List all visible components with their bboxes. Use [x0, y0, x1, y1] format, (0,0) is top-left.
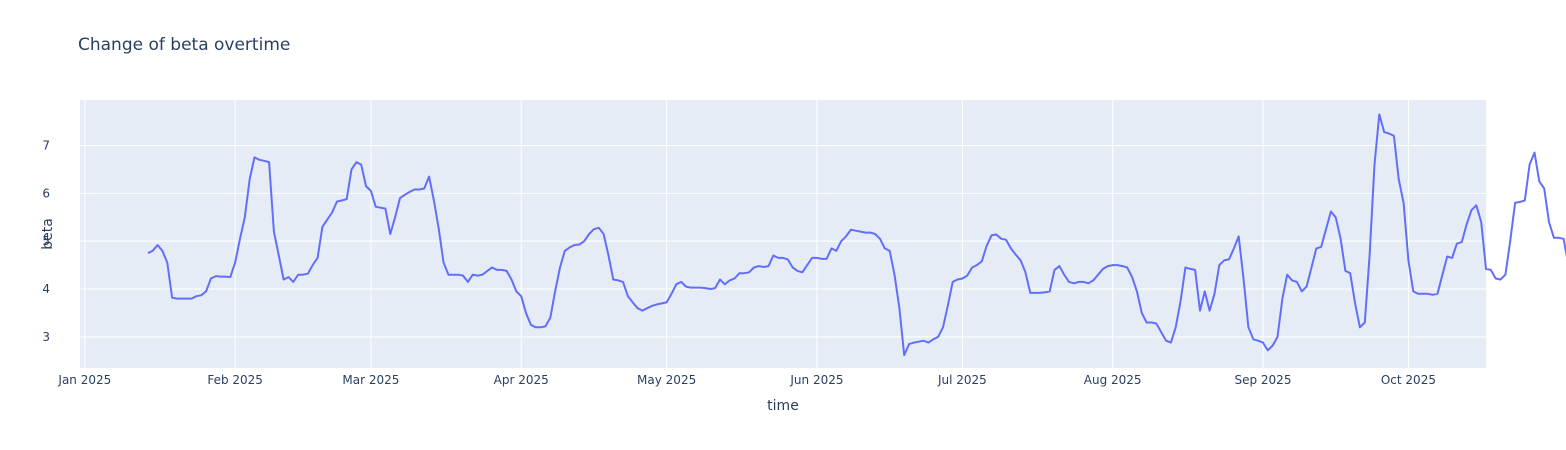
y-tick-label: 5	[42, 234, 50, 248]
x-tick-label: May 2025	[637, 373, 696, 387]
y-grid	[80, 144, 1486, 338]
x-tick-label: Apr 2025	[494, 373, 549, 387]
y-tick-label: 6	[42, 186, 50, 200]
y-tick-label: 4	[42, 282, 50, 296]
x-tick-label: Jun 2025	[789, 373, 843, 387]
y-tick-labels: 3 4 5 6 7	[42, 138, 50, 343]
y-tick-label: 7	[42, 138, 50, 152]
x-tick-label: Jan 2025	[57, 373, 111, 387]
y-tick-label: 3	[42, 330, 50, 344]
chart-title: Change of beta overtime	[78, 35, 290, 55]
x-grid	[84, 100, 1409, 368]
x-tick-label: Mar 2025	[342, 373, 399, 387]
x-tick-label: Aug 2025	[1084, 373, 1142, 387]
y-axis-title: beta	[40, 218, 56, 250]
x-tick-labels: Jan 2025 Feb 2025 Mar 2025 Apr 2025 May 2025…	[57, 373, 1436, 387]
x-tick-label: Sep 2025	[1234, 373, 1291, 387]
x-tick-label: Jul 2025	[937, 373, 987, 387]
plot-background	[80, 100, 1486, 368]
beta-series-line	[147, 113, 1566, 357]
x-tick-label: Feb 2025	[207, 373, 263, 387]
x-tick-label: Oct 2025	[1381, 373, 1436, 387]
x-axis-title: time	[767, 398, 799, 414]
